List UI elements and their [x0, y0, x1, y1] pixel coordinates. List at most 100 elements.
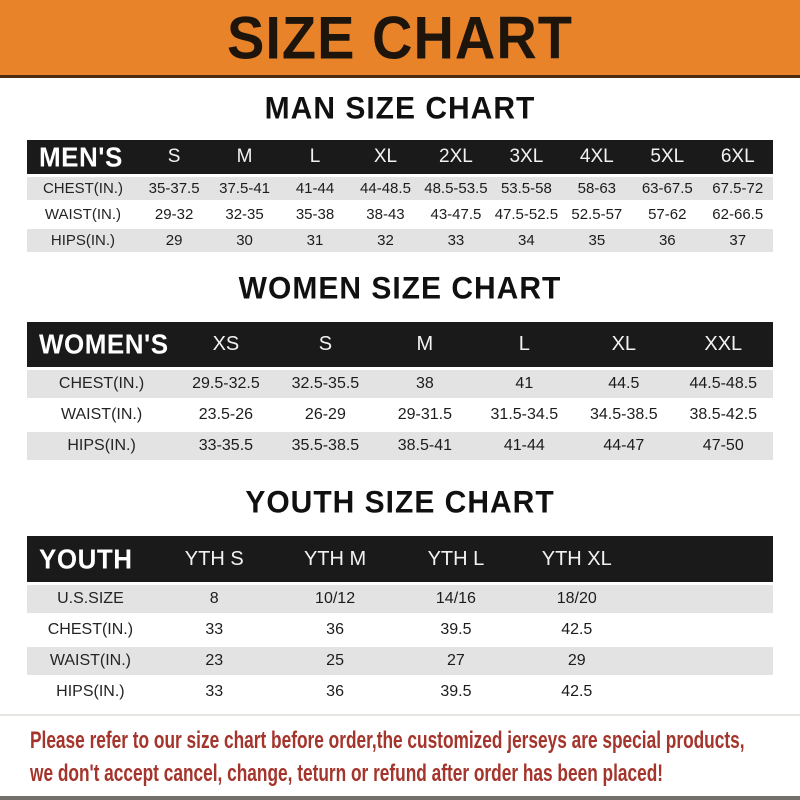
size-value-cell: 33 — [205, 683, 224, 700]
column-header-4xl: 4XL — [579, 146, 614, 167]
table-row: CHEST(IN.) 29.5-32.5 32.5-35.5 38 41 44.5 44.5… — [27, 370, 773, 398]
size-value-cell: 8 — [209, 590, 219, 607]
size-value-cell: 58-63 — [577, 180, 617, 197]
bottom-edge-divider — [0, 796, 800, 800]
size-value-cell: 31 — [306, 232, 324, 249]
size-value-cell: 44-48.5 — [360, 180, 411, 197]
women-size-table: WOMEN'S XS S M L XL XXL CHEST(IN.) 29.5-32.5 32… — [27, 322, 773, 460]
size-value-cell: 43-47.5 — [430, 206, 482, 223]
row-label: HIPS(IN.) — [56, 683, 125, 700]
table-row: CHEST(IN.) 33 36 39.5 42.5 — [27, 616, 773, 644]
size-value-cell: 25 — [326, 652, 344, 669]
men-size-table: MEN'S S M L XL 2XL 3XL 4XL 5XL 6XL CHEST(IN.) 35-… — [27, 140, 773, 252]
row-label: U.S.SIZE — [57, 590, 124, 607]
women-table-header-label: WOMEN'S — [39, 328, 169, 360]
size-value-cell: 38-43 — [366, 206, 405, 223]
size-value-cell: 44-47 — [603, 437, 645, 454]
size-value-cell: 42.5 — [561, 621, 593, 638]
row-label: HIPS(IN.) — [67, 437, 136, 454]
women-table-header: WOMEN'S XS S M L XL XXL — [27, 322, 773, 367]
column-header-2xl: 2XL — [439, 146, 473, 167]
column-header-xl: XL — [611, 333, 637, 355]
size-value-cell: 33-35.5 — [198, 437, 254, 454]
row-label: WAIST(IN.) — [61, 406, 143, 423]
table-row: HIPS(IN.) 33-35.5 35.5-38.5 38.5-41 41-44 44-… — [27, 432, 773, 460]
size-value-cell: 33 — [447, 232, 465, 249]
size-value-cell: 47-50 — [702, 437, 744, 454]
size-value-cell: 35-37.5 — [148, 180, 200, 197]
men-table-header-label: MEN'S — [39, 140, 123, 173]
youth-section-heading: YOUTH SIZE CHART — [245, 485, 555, 520]
size-value-cell: 37 — [729, 232, 747, 249]
table-row: WAIST(IN.) 29-32 32-35 35-38 38-43 43-47.5 47.… — [27, 203, 773, 226]
size-value-cell: 35 — [588, 232, 606, 249]
size-value-cell: 29.5-32.5 — [192, 375, 260, 392]
column-header-l: L — [309, 146, 321, 167]
table-row: WAIST(IN.) 23 25 27 29 — [27, 647, 773, 675]
size-value-cell: 63-67.5 — [641, 180, 693, 197]
size-value-cell: 14/16 — [435, 590, 476, 607]
table-row: WAIST(IN.) 23.5-26 26-29 29-31.5 31.5-34.5 34… — [27, 401, 773, 429]
size-value-cell: 62-66.5 — [712, 206, 764, 223]
women-table-body: CHEST(IN.) 29.5-32.5 32.5-35.5 38 41 44.5 44.5… — [27, 370, 773, 460]
size-value-cell: 23 — [205, 652, 224, 669]
youth-table-body: U.S.SIZE 8 10/12 14/16 18/20 CHEST(IN.) 33 36 39… — [27, 585, 773, 706]
size-value-cell: 36 — [658, 232, 676, 249]
column-header-6xl: 6XL — [720, 146, 755, 167]
row-label: CHEST(IN.) — [42, 180, 123, 197]
size-value-cell: 29-31.5 — [397, 406, 452, 423]
banner-title: SIZE CHART — [227, 3, 573, 72]
table-row: HIPS(IN.) 29 30 31 32 33 34 35 36 37 — [27, 229, 773, 252]
size-value-cell: 34 — [518, 232, 535, 249]
youth-size-section: YOUTH SIZE CHART YOUTH YTH S YTH M YTH L YT… — [0, 485, 800, 706]
women-section-heading: WOMEN SIZE CHART — [238, 271, 562, 306]
column-header-yth-s: YTH S — [184, 547, 244, 570]
size-value-cell: 36 — [326, 683, 344, 700]
size-value-cell: 39.5 — [440, 621, 472, 638]
size-value-cell: 42.5 — [561, 683, 593, 700]
size-chart-banner: SIZE CHART — [0, 0, 800, 78]
table-row: HIPS(IN.) 33 36 39.5 42.5 — [27, 678, 773, 706]
order-disclaimer: Please refer to our size chart before or… — [0, 714, 800, 790]
size-value-cell: 29 — [567, 652, 586, 669]
column-header-l: L — [518, 333, 530, 355]
youth-table-header: YOUTH YTH S YTH M YTH L YTH XL — [27, 536, 773, 582]
women-size-section: WOMEN SIZE CHART WOMEN'S XS S M L XL XXL CHES… — [0, 271, 800, 460]
column-header-xxl: XXL — [704, 333, 743, 355]
size-value-cell: 48.5-53.5 — [424, 180, 488, 197]
size-value-cell: 23.5-26 — [198, 406, 254, 423]
table-row: CHEST(IN.) 35-37.5 37.5-41 41-44 44-48.5 48.5… — [27, 177, 773, 200]
row-label: CHEST(IN.) — [58, 375, 145, 392]
size-value-cell: 29 — [165, 232, 183, 249]
size-value-cell: 27 — [447, 652, 465, 669]
size-value-cell: 32-35 — [225, 206, 264, 223]
men-section-heading: MAN SIZE CHART — [264, 91, 536, 126]
youth-size-table: YOUTH YTH S YTH M YTH L YTH XL U.S.SIZE 8 10/… — [27, 536, 773, 706]
column-header-xl: XL — [373, 146, 398, 167]
size-value-cell: 35-38 — [295, 206, 335, 223]
column-header-5xl: 5XL — [650, 146, 685, 167]
size-value-cell: 32.5-35.5 — [291, 375, 360, 392]
column-header-3xl: 3XL — [509, 146, 544, 167]
size-value-cell: 41-44 — [503, 437, 545, 454]
column-header-s: S — [318, 333, 333, 355]
size-value-cell: 38.5-41 — [397, 437, 452, 454]
men-table-header: MEN'S S M L XL 2XL 3XL 4XL 5XL 6XL — [27, 140, 773, 174]
size-value-cell: 33 — [205, 621, 224, 638]
men-table-body: CHEST(IN.) 35-37.5 37.5-41 41-44 44-48.5 48.5… — [27, 177, 773, 252]
size-value-cell: 34.5-38.5 — [589, 406, 658, 423]
size-value-cell: 18/20 — [556, 590, 597, 607]
size-value-cell: 31.5-34.5 — [490, 406, 559, 423]
size-value-cell: 53.5-58 — [500, 180, 552, 197]
size-value-cell: 57-62 — [648, 206, 687, 223]
size-value-cell: 30 — [236, 232, 253, 249]
column-header-yth-xl: YTH XL — [541, 547, 612, 570]
men-size-section: MAN SIZE CHART MEN'S S M L XL 2XL 3XL 4XL 5XL 6X… — [0, 91, 800, 252]
column-header-xs: XS — [212, 333, 240, 355]
size-value-cell: 38.5-42.5 — [689, 406, 758, 423]
youth-table-header-label: YOUTH — [39, 542, 133, 575]
size-value-cell: 26-29 — [304, 406, 346, 423]
size-value-cell: 29-32 — [154, 206, 194, 223]
column-header-yth-l: YTH L — [427, 547, 485, 570]
column-header-m: M — [416, 333, 434, 355]
